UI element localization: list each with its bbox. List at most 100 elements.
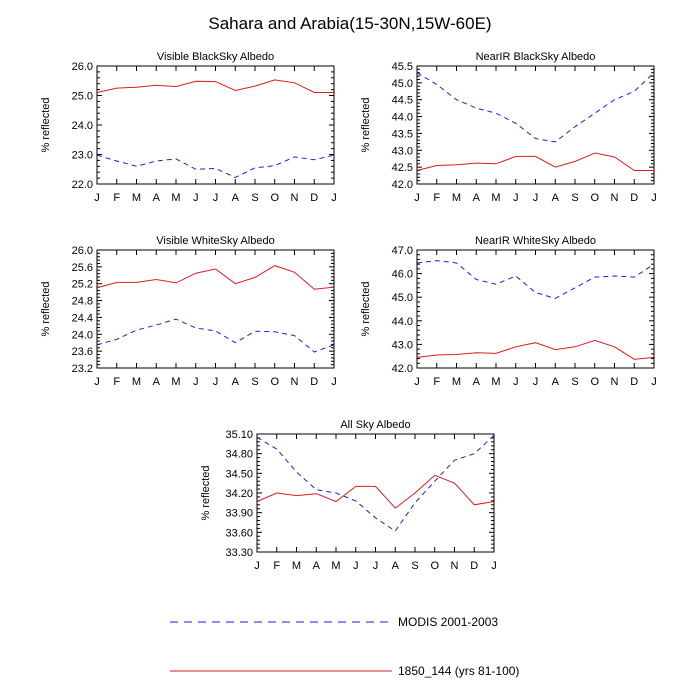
x-tick-label: J [94, 376, 100, 388]
x-tick-label: S [411, 560, 418, 572]
x-tick-label: M [452, 376, 461, 388]
y-tick-label: 45.0 [392, 78, 413, 90]
y-axis-label: % reflected [200, 465, 212, 520]
x-tick-label: N [291, 192, 299, 204]
x-tick-label: J [193, 192, 199, 204]
x-tick-label: S [571, 376, 578, 388]
chart-panel-1: Visible BlackSky Albedo % reflected 22.0 23… [40, 51, 337, 204]
y-tick-label: 42.0 [392, 179, 413, 191]
x-tick-label: M [132, 192, 141, 204]
x-tick-label: M [171, 192, 180, 204]
plot-frame [416, 65, 655, 185]
x-tick-label: O [430, 560, 439, 572]
y-tick-label: 23.6 [72, 346, 93, 358]
y-tick-label: 45.5 [392, 61, 413, 73]
x-tick-label: N [291, 376, 299, 388]
x-tick-label: A [313, 560, 321, 572]
x-tick-label: J [331, 192, 337, 204]
series-line-model [416, 339, 655, 360]
series-line-model [416, 152, 654, 171]
x-tick-label: J [651, 376, 657, 388]
x-tick-label: J [414, 192, 420, 204]
x-tick-label: F [113, 192, 120, 204]
x-tick-label: S [251, 376, 258, 388]
x-tick-label: O [590, 192, 599, 204]
x-tick-label: J [533, 376, 539, 388]
chart-title: NearIR WhiteSky Albedo [475, 235, 596, 247]
y-tick-label: 25.6 [72, 262, 93, 274]
x-tick-label: J [213, 376, 219, 388]
chart-title: NearIR BlackSky Albedo [476, 51, 596, 63]
chart-title: Visible BlackSky Albedo [157, 51, 274, 63]
y-tick-label: 35.10 [225, 429, 253, 441]
y-tick-label: 22.0 [72, 179, 93, 191]
y-tick-label: 25.2 [72, 279, 93, 291]
figure-title: Sahara and Arabia(15-30N,15W-60E) [208, 14, 491, 33]
y-axis-label: % reflected [360, 281, 372, 336]
x-tick-label: J [94, 192, 100, 204]
y-tick-label: 24.0 [72, 120, 93, 132]
x-tick-label: J [491, 560, 497, 572]
y-tick-label: 46.0 [392, 269, 413, 281]
series-line-model [256, 474, 495, 509]
chart-panel-4: NearIR WhiteSky Albedo % reflected 42.0 43.… [360, 235, 657, 388]
chart-panel-5: All Sky Albedo % reflected 33.30 33.60 33.90… [200, 419, 497, 572]
y-tick-label: 44.0 [392, 316, 413, 328]
y-tick-label: 23.0 [72, 150, 93, 162]
x-tick-label: J [513, 376, 519, 388]
plot-frame [256, 433, 495, 553]
x-tick-label: M [132, 376, 141, 388]
x-tick-label: F [273, 560, 280, 572]
x-tick-label: J [373, 560, 379, 572]
x-tick-label: A [153, 376, 161, 388]
y-tick-label: 43.5 [392, 128, 413, 140]
x-tick-label: M [491, 192, 500, 204]
x-tick-label: A [392, 560, 400, 572]
x-tick-label: J [533, 192, 539, 204]
x-tick-label: S [251, 192, 258, 204]
series-line-modis [96, 154, 335, 179]
x-tick-label: F [113, 376, 120, 388]
series-line-modis [96, 318, 335, 353]
x-tick-label: N [611, 376, 619, 388]
x-tick-label: J [254, 560, 260, 572]
y-tick-label: 24.8 [72, 296, 93, 308]
x-tick-label: J [213, 192, 219, 204]
x-tick-label: A [552, 192, 560, 204]
x-tick-label: A [473, 376, 481, 388]
plot-frame [96, 249, 335, 369]
y-tick-label: 44.0 [392, 112, 413, 124]
y-tick-label: 45.0 [392, 292, 413, 304]
y-tick-label: 42.5 [392, 162, 413, 174]
panels: Visible BlackSky Albedo % reflected 22.0 23… [40, 51, 657, 572]
x-tick-label: O [270, 192, 279, 204]
y-tick-label: 44.5 [392, 95, 413, 107]
x-tick-label: J [651, 192, 657, 204]
y-tick-label: 25.0 [72, 91, 93, 103]
x-tick-label: M [452, 192, 461, 204]
plot-frame [96, 65, 335, 185]
x-tick-label: F [433, 192, 440, 204]
x-tick-label: J [193, 376, 199, 388]
x-tick-label: A [473, 192, 481, 204]
series-line-modis [256, 434, 495, 532]
x-tick-label: M [491, 376, 500, 388]
y-tick-label: 43.0 [392, 145, 413, 157]
y-axis-label: % reflected [40, 281, 52, 336]
plot-frame [416, 249, 655, 369]
y-tick-label: 23.2 [72, 363, 93, 375]
x-tick-label: A [552, 376, 560, 388]
x-tick-label: N [611, 192, 619, 204]
x-tick-label: O [590, 376, 599, 388]
chart-title: All Sky Albedo [340, 419, 410, 431]
x-tick-label: F [433, 376, 440, 388]
x-tick-label: J [353, 560, 359, 572]
x-tick-label: J [414, 376, 420, 388]
chart-panel-2: NearIR BlackSky Albedo % reflected 42.0 42.… [360, 51, 657, 204]
x-tick-label: S [571, 192, 578, 204]
x-tick-label: D [310, 376, 318, 388]
x-tick-label: D [310, 192, 318, 204]
y-tick-label: 26.0 [72, 61, 93, 73]
y-tick-label: 47.0 [392, 245, 413, 257]
